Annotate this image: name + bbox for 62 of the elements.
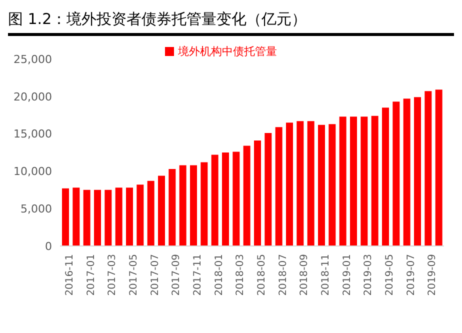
bar [222, 152, 229, 246]
bar [275, 127, 282, 246]
bar [254, 140, 261, 246]
bar [211, 154, 218, 246]
bar [104, 190, 112, 246]
x-tick-label: 2017-03 [107, 254, 118, 296]
x-tick-label: 2017-05 [128, 254, 140, 296]
y-tick-label: 10,000 [14, 165, 52, 178]
y-tick-label: 15,000 [14, 128, 52, 141]
y-tick-label: 5,000 [20, 202, 52, 216]
bar [424, 91, 432, 246]
y-tick-label: 20,000 [14, 90, 52, 104]
bar [190, 165, 197, 246]
bar [264, 133, 272, 246]
x-tick-label: 2019-03 [363, 254, 374, 296]
x-tick-label: 2016-11 [64, 254, 76, 296]
x-tick-label: 2018-01 [214, 254, 225, 296]
bar [126, 188, 133, 246]
chart-title: 图 1.2：境外投资者债券托管量变化（亿元） [8, 8, 454, 36]
bar [435, 90, 442, 246]
bar [296, 121, 304, 246]
x-tick-label: 2018-11 [320, 254, 332, 296]
bar [200, 162, 208, 246]
bar [72, 188, 80, 246]
y-tick-label: 25,000 [14, 52, 52, 66]
bar [232, 152, 240, 246]
x-tick-label: 2018-05 [256, 254, 268, 296]
bar [62, 188, 69, 246]
bar [158, 176, 165, 246]
bar [83, 190, 90, 246]
bar [328, 124, 336, 246]
x-tick-label: 2018-09 [299, 254, 310, 296]
bar [115, 188, 122, 246]
x-tick-label: 2017-07 [150, 254, 161, 296]
x-tick-label: 2018-07 [278, 254, 289, 296]
bar [94, 190, 101, 246]
bar [403, 98, 410, 246]
x-tick-label: 2019-05 [384, 254, 396, 296]
bar [371, 116, 378, 246]
bar [414, 97, 421, 246]
bar [360, 116, 368, 246]
bar [168, 168, 176, 246]
bar [136, 184, 144, 246]
x-tick-label: 2017-11 [192, 254, 204, 296]
bar [350, 116, 357, 246]
x-tick-label: 2019-07 [406, 254, 417, 296]
x-tick-label: 2019-09 [427, 254, 438, 296]
bar [318, 124, 325, 246]
bar [286, 122, 293, 246]
x-tick-label: 2017-01 [86, 254, 97, 296]
x-tick-label: 2018-03 [235, 254, 246, 296]
bar [382, 108, 389, 246]
bar [147, 180, 154, 246]
bar [243, 146, 250, 246]
x-tick-label: 2019-01 [342, 254, 353, 296]
bar [307, 121, 314, 246]
bar [392, 102, 400, 246]
legend-label: 境外机构中债托管量 [178, 45, 277, 58]
x-tick-label: 2017-09 [171, 254, 182, 296]
y-tick-label: 0 [45, 240, 52, 253]
bar [179, 165, 186, 246]
bar [339, 116, 346, 246]
